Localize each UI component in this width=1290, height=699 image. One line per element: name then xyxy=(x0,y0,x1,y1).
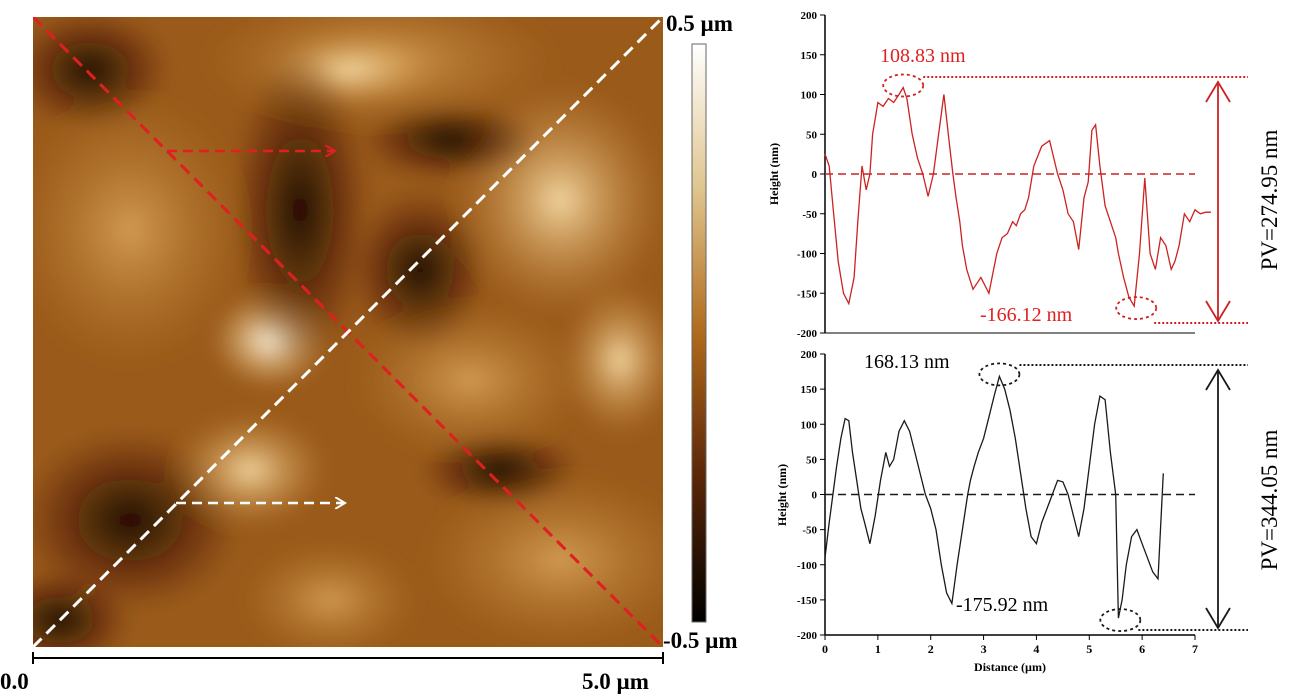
chart1-xlabel: Distance (µm) xyxy=(974,660,1046,674)
chart0-ylabel: Height (nm) xyxy=(767,143,781,205)
chart1-xtick-label-6: 6 xyxy=(1139,642,1145,656)
chart0-ytick-label-5: 50 xyxy=(806,129,818,141)
chart1-ylabel: Height (nm) xyxy=(775,464,789,526)
chart0-ytick-label-6: 100 xyxy=(801,90,818,102)
afm-image xyxy=(33,17,663,647)
scale-label-bottom: -0.5 µm xyxy=(663,628,738,653)
chart1-xtick-label-2: 2 xyxy=(928,642,934,656)
chart0-pv-arrowhead-top xyxy=(1205,80,1231,103)
chart1-ytick-label-3: -50 xyxy=(802,525,817,537)
chart0-pv-arrowhead-bottom xyxy=(1205,300,1231,323)
chart1-max-marker xyxy=(978,362,1021,387)
white-profile-line xyxy=(33,17,663,647)
chart1-xtick-label-1: 1 xyxy=(875,642,881,656)
chart1-ytick-label-5: 50 xyxy=(806,454,818,466)
chart1-xtick-label-7: 7 xyxy=(1192,642,1198,656)
chart0-min-label: -166.12 nm xyxy=(980,304,1073,326)
color-scale-bar xyxy=(691,43,707,623)
chart0-max-marker xyxy=(882,73,925,98)
chart1-pv-arrowhead-top xyxy=(1205,368,1231,391)
chart1-series-0 xyxy=(824,374,1164,619)
chart1-ytick-label-7: 150 xyxy=(801,384,818,396)
chart0-ytick-label-1: -150 xyxy=(797,288,818,300)
chart0-ytick-label-2: -100 xyxy=(797,249,818,261)
chart1-ytick-label-1: -150 xyxy=(797,595,818,607)
chart1-pv-arrowhead-bottom xyxy=(1205,607,1231,630)
chart0-ytick-label-4: 0 xyxy=(812,169,818,181)
chart1-min-label: -175.92 nm xyxy=(956,594,1049,616)
chart1-ytick-label-0: -200 xyxy=(797,630,818,642)
chart1-ytick-label-2: -100 xyxy=(797,560,818,572)
chart1-min-marker xyxy=(1099,608,1142,632)
chart1-max-label: 168.13 nm xyxy=(864,351,950,373)
chart0-min-marker xyxy=(1115,296,1158,320)
chart0-max-label: 108.83 nm xyxy=(880,45,966,67)
chart1-pv-label: PV=344.05 nm xyxy=(1257,430,1282,571)
chart1-xtick-label-4: 4 xyxy=(1033,642,1039,656)
chart1-xtick-label-5: 5 xyxy=(1086,642,1092,656)
chart0-ytick-label-7: 150 xyxy=(801,50,818,62)
x-axis-end-label: 5.0 µm xyxy=(582,669,649,694)
chart1-ytick-label-4: 0 xyxy=(812,490,818,502)
chart1-xtick-label-0: 0 xyxy=(822,642,828,656)
chart0-series-0 xyxy=(824,85,1211,309)
bottom-profile-chart: -200 -150 -100 -50 0 50 100 150 200 0 1 2 3 4 5 6 7 Heig… xyxy=(775,349,1282,674)
chart0-ytick-label-0: -200 xyxy=(797,328,818,340)
chart1-ytick-label-6: 100 xyxy=(801,419,818,431)
chart1-ytick-label-8: 200 xyxy=(801,349,818,361)
chart1-xtick-label-3: 3 xyxy=(981,642,987,656)
chart0-pv-label: PV=274.95 nm xyxy=(1257,130,1282,271)
x-axis-start-label: 0.0 xyxy=(0,669,29,694)
chart0-ytick-label-3: -50 xyxy=(802,209,817,221)
chart0-ytick-label-8: 200 xyxy=(801,10,818,22)
scale-label-top: 0.5 µm xyxy=(666,11,733,36)
